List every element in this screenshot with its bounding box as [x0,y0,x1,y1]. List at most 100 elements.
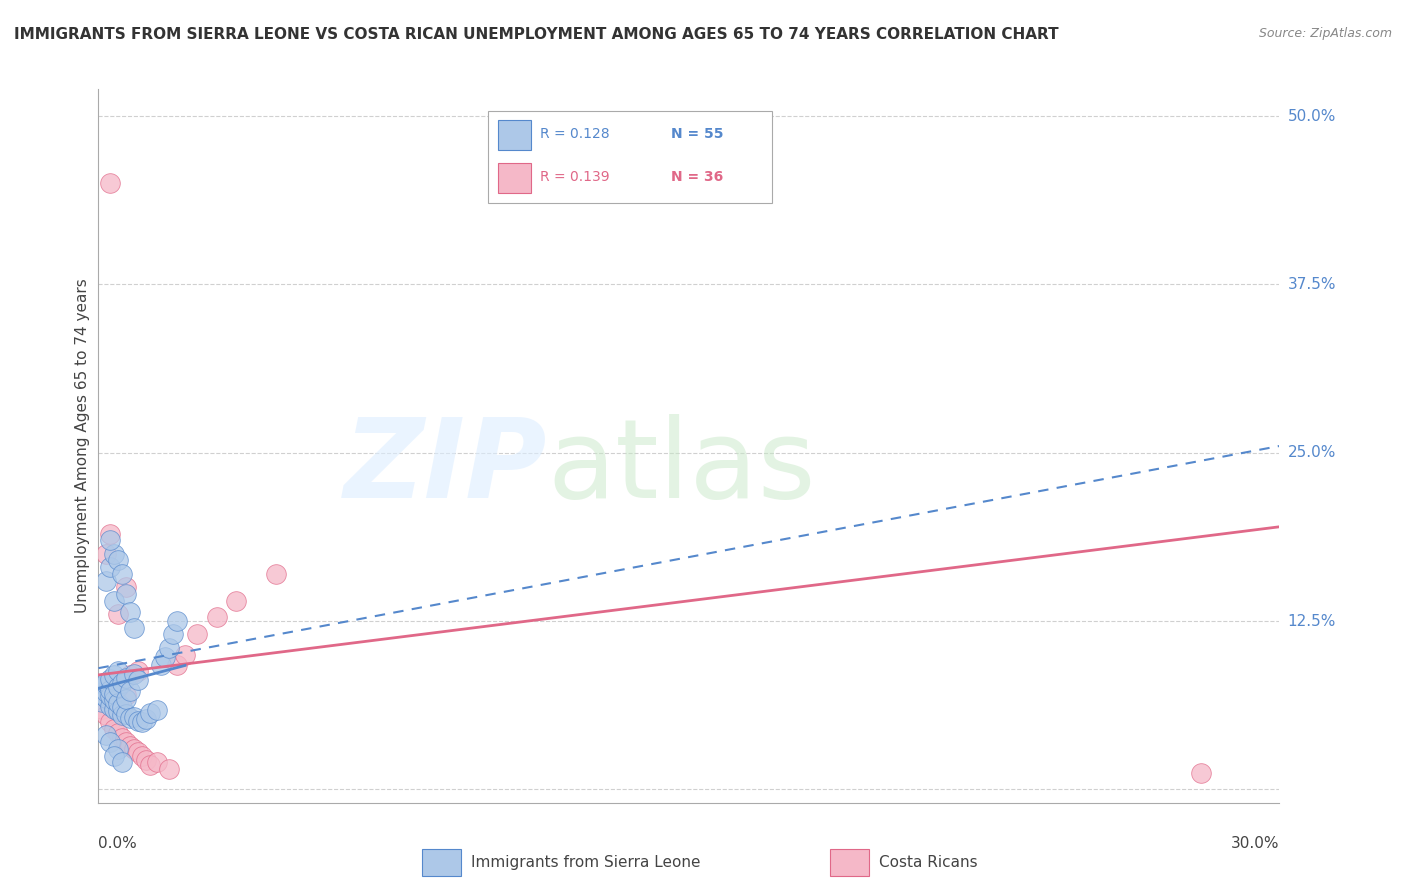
Text: N = 36: N = 36 [671,170,724,184]
Point [98,682,121,697]
Text: R = 0.139: R = 0.139 [540,170,610,184]
Point [135,712,157,726]
Text: Immigrants from Sierra Leone: Immigrants from Sierra Leone [471,855,700,870]
Point [138,706,160,720]
Point [264,566,287,581]
Text: atlas: atlas [547,414,815,521]
Point [122,621,145,635]
Point [98,690,121,704]
Point [111,676,134,690]
Point [111,700,134,714]
Point [96,677,118,691]
Point [96,574,118,588]
FancyBboxPatch shape [498,162,530,193]
Point [111,672,134,686]
Point [166,658,188,673]
Point [118,684,141,698]
Point [107,553,129,567]
Point [115,688,138,702]
Point [115,706,138,721]
Text: N = 55: N = 55 [671,128,724,141]
Point [115,671,138,685]
Point [131,748,153,763]
Point [115,587,138,601]
Point [150,658,173,673]
Point [98,177,121,191]
Point [122,709,145,723]
Point [96,685,118,699]
Point [91,701,114,715]
Point [205,610,228,624]
Text: Costa Ricans: Costa Ricans [879,855,977,870]
Point [118,605,141,619]
Point [118,711,141,725]
Point [127,664,149,678]
Text: R = 0.128: R = 0.128 [540,128,610,141]
Text: IMMIGRANTS FROM SIERRA LEONE VS COSTA RICAN UNEMPLOYMENT AMONG AGES 65 TO 74 YEA: IMMIGRANTS FROM SIERRA LEONE VS COSTA RI… [14,27,1059,42]
Point [122,666,145,681]
Text: 30.0%: 30.0% [1232,837,1279,852]
Point [103,668,125,682]
Point [146,703,169,717]
Point [96,729,118,743]
Point [107,742,129,756]
Point [98,677,121,691]
Point [107,696,129,710]
Point [103,701,125,715]
Point [91,681,114,696]
Point [122,742,145,756]
Point [111,731,134,746]
Text: 0.0%: 0.0% [98,837,138,852]
Point [98,533,121,548]
Point [96,708,118,723]
Point [225,594,247,608]
Point [103,722,125,736]
FancyBboxPatch shape [488,111,772,203]
Point [98,698,121,713]
Point [107,726,129,740]
Point [96,690,118,705]
Point [155,650,177,665]
Point [115,692,138,706]
Point [96,674,118,689]
Point [107,664,129,678]
Point [103,594,125,608]
Point [115,735,138,749]
Point [107,680,129,694]
Point [98,672,121,686]
Point [1189,766,1212,780]
Point [111,566,134,581]
Point [98,735,121,749]
Point [118,668,141,682]
Point [107,607,129,622]
Point [103,687,125,701]
Point [138,758,160,772]
Point [98,526,121,541]
Point [111,708,134,723]
Point [135,753,157,767]
Point [157,762,180,776]
Text: Source: ZipAtlas.com: Source: ZipAtlas.com [1258,27,1392,40]
Text: 25.0%: 25.0% [1288,445,1336,460]
Point [103,674,125,689]
Point [174,648,197,662]
Point [96,547,118,561]
Point [127,714,149,728]
Text: ZIP: ZIP [343,414,547,521]
Text: 12.5%: 12.5% [1288,614,1336,629]
Point [107,704,129,718]
Point [127,745,149,759]
Point [162,627,184,641]
Point [98,560,121,574]
Point [186,627,208,641]
Point [115,580,138,594]
Point [103,693,125,707]
Y-axis label: Unemployment Among Ages 65 to 74 years: Unemployment Among Ages 65 to 74 years [75,278,90,614]
Point [91,695,114,709]
Point [103,748,125,763]
Point [146,756,169,770]
Point [96,690,118,705]
Point [91,688,114,702]
Text: 50.0%: 50.0% [1288,109,1336,124]
Point [91,685,114,699]
